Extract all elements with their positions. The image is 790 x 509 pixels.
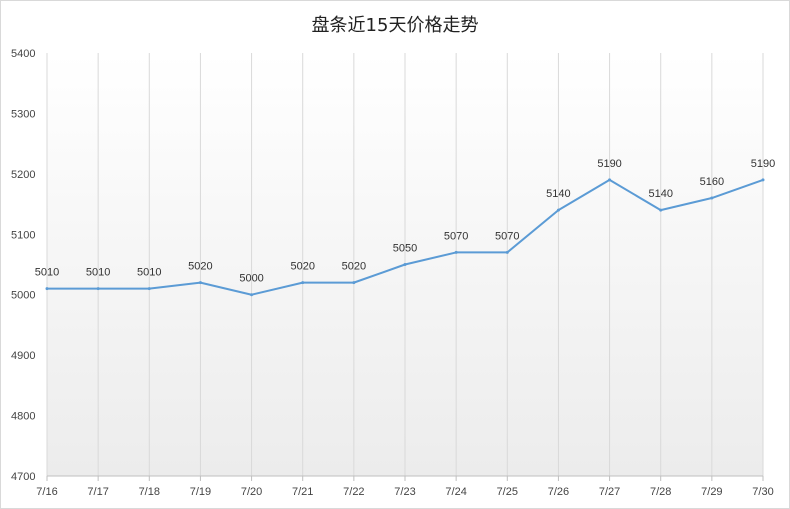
data-label: 5190 <box>751 158 775 170</box>
data-point <box>710 196 714 200</box>
data-label: 5140 <box>648 188 672 200</box>
data-label: 5190 <box>597 158 621 170</box>
x-tick-label: 7/26 <box>548 486 569 498</box>
data-point <box>761 178 765 182</box>
series <box>45 178 765 297</box>
data-point <box>96 287 100 291</box>
x-tick-label: 7/23 <box>394 486 415 498</box>
data-point <box>403 263 407 266</box>
data-point <box>198 281 202 285</box>
y-tick-label: 4800 <box>11 411 35 423</box>
x-tick-label: 7/28 <box>650 486 671 498</box>
data-point <box>505 250 509 254</box>
x-tick-label: 7/29 <box>701 486 722 498</box>
y-tick-label: 5100 <box>11 229 35 241</box>
y-tick-label: 5200 <box>11 169 35 181</box>
data-label: 5070 <box>495 230 519 242</box>
data-label: 5020 <box>342 261 366 273</box>
x-tick-label: 7/25 <box>497 486 518 498</box>
x-tick-label: 7/27 <box>599 486 620 498</box>
data-label: 5010 <box>137 267 161 279</box>
data-point <box>147 287 151 291</box>
x-tick-label: 7/21 <box>292 486 313 498</box>
data-point <box>301 281 305 285</box>
data-point <box>608 178 612 182</box>
data-point <box>659 208 663 212</box>
y-tick-label: 4900 <box>11 350 35 362</box>
y-tick-label: 4700 <box>11 471 35 483</box>
gridlines <box>46 53 764 476</box>
x-tick-label: 7/17 <box>87 486 108 498</box>
data-labels: 5010 5010 5010 5020 5000 5020 5020 5050 5070 5070… <box>35 158 775 285</box>
data-point <box>250 293 254 297</box>
axes: 7/16 7/17 7/18 7/19 7/20 7/21 7/22 7/23 7/24 7/25… <box>11 48 774 498</box>
data-label: 5050 <box>393 243 417 255</box>
data-point <box>352 281 356 285</box>
y-tick-label: 5400 <box>11 48 35 60</box>
data-label: 5000 <box>239 273 263 285</box>
chart-title: 盘条近15天价格走势 <box>311 15 479 36</box>
data-label: 5020 <box>188 261 212 273</box>
y-tick-label: 5000 <box>11 290 35 302</box>
x-tick-label: 7/19 <box>190 486 211 498</box>
x-tick-label: 7/30 <box>752 486 773 498</box>
data-label: 5010 <box>86 267 110 279</box>
x-tick-label: 7/24 <box>445 486 466 498</box>
data-label: 5020 <box>290 261 314 273</box>
data-point <box>454 250 458 254</box>
data-label: 5070 <box>444 230 468 242</box>
data-label: 5160 <box>700 176 724 188</box>
data-point <box>45 287 49 291</box>
data-label: 5140 <box>546 188 570 200</box>
x-tick-label: 7/22 <box>343 486 364 498</box>
x-tick-label: 7/16 <box>36 486 57 498</box>
data-label: 5010 <box>35 267 59 279</box>
data-point <box>556 208 560 212</box>
x-tick-label: 7/18 <box>139 486 160 498</box>
x-tick-label: 7/20 <box>241 486 262 498</box>
y-tick-label: 5300 <box>11 108 35 120</box>
